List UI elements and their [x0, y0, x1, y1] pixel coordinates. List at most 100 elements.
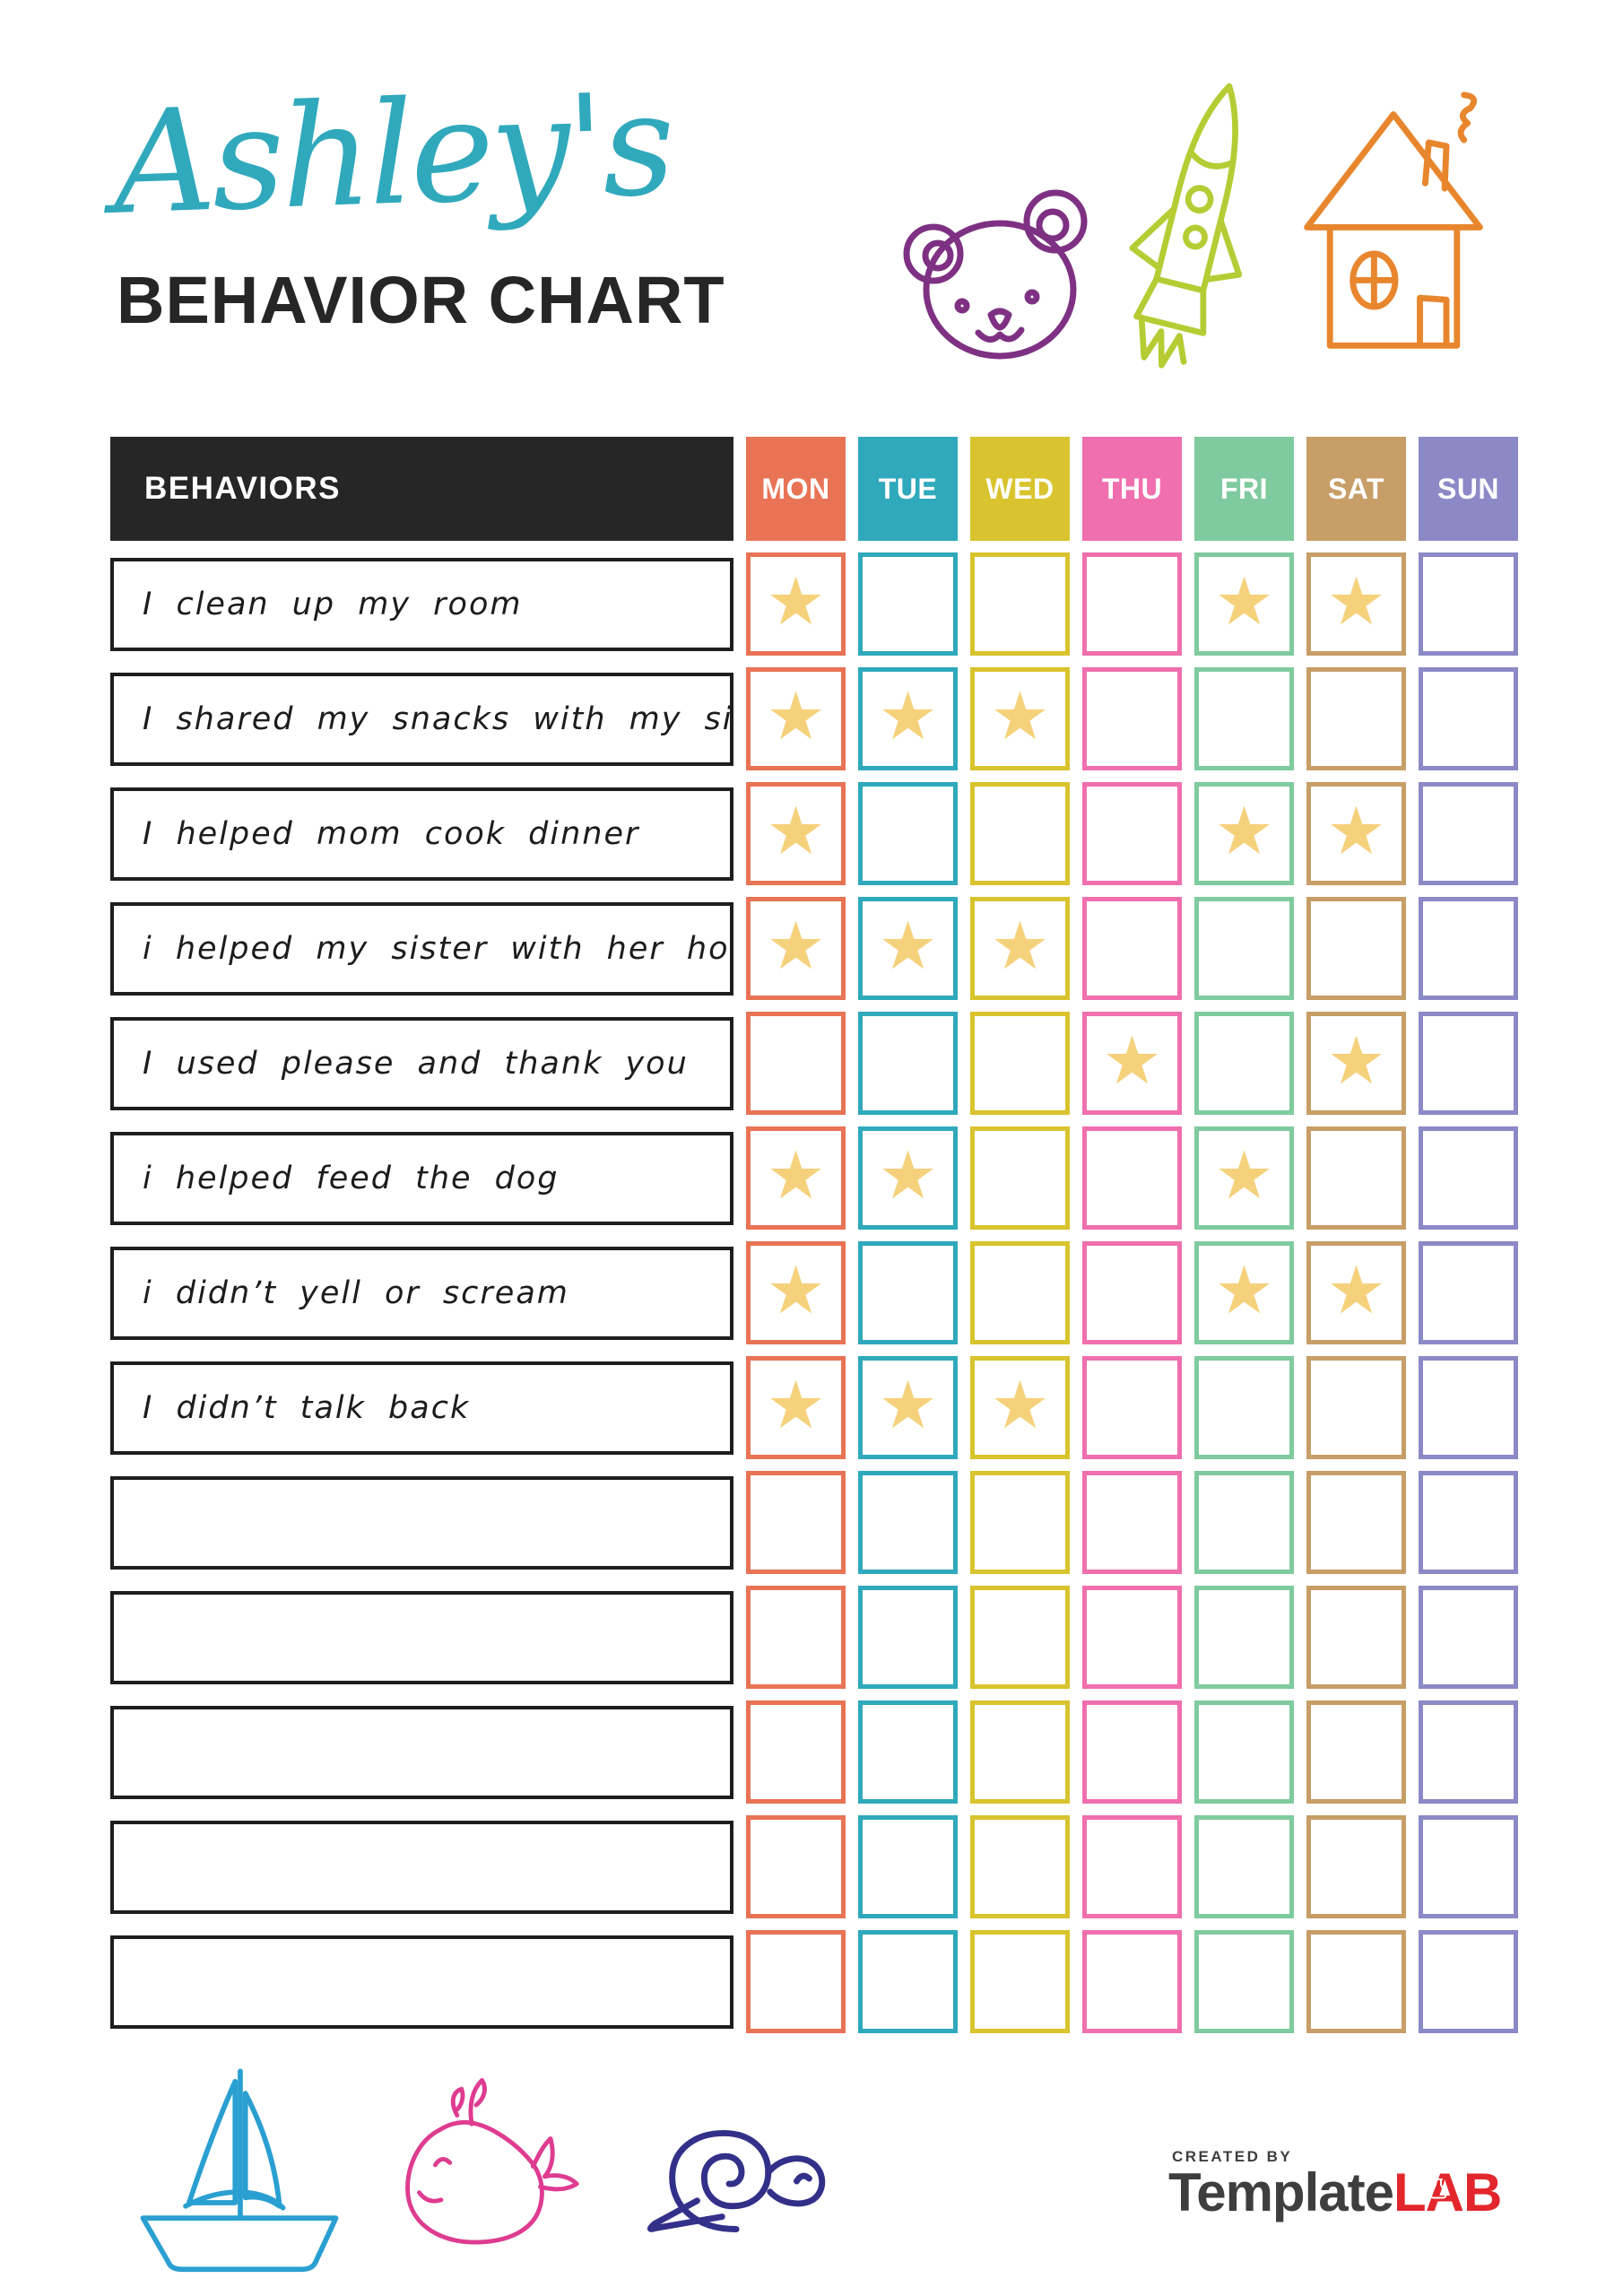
star-cell-sun-row7 [1419, 1241, 1518, 1344]
behavior-label: I shared my snacks with my sister [110, 673, 733, 766]
star-cell-sun-row8 [1419, 1356, 1518, 1459]
star-cell-mon-row3: ★ [746, 782, 846, 885]
star-cell-sat-row4 [1306, 897, 1406, 1000]
behavior-label [110, 1706, 733, 1799]
star-icon: ★ [766, 1137, 826, 1213]
rocket-doodle-icon [1129, 83, 1243, 369]
star-cell-sun-row5 [1419, 1012, 1518, 1115]
snail-doodle-icon [647, 2129, 826, 2232]
star-cell-sun-row4 [1419, 897, 1518, 1000]
star-cell-wed-row13 [970, 1930, 1070, 2033]
page-title: BEHAVIOR CHART [117, 263, 725, 337]
star-icon: ★ [1214, 1137, 1274, 1213]
star-cell-sun-row13 [1419, 1930, 1518, 2033]
star-cell-mon-row8: ★ [746, 1356, 846, 1459]
star-cell-fri-row9 [1194, 1471, 1294, 1574]
star-cell-fri-row11 [1194, 1700, 1294, 1804]
behavior-label: i helped my sister with her homework [110, 902, 733, 996]
star-icon: ★ [990, 678, 1050, 753]
star-cell-fri-row7: ★ [1194, 1241, 1294, 1344]
day-header-wed: WED [970, 437, 1070, 541]
star-cell-tue-row13 [858, 1930, 958, 2033]
child-name-title: Ashley's [109, 62, 674, 247]
behavior-label [110, 1591, 733, 1684]
star-cell-wed-row4: ★ [970, 897, 1070, 1000]
star-cell-tue-row2: ★ [858, 667, 958, 770]
star-cell-sun-row2 [1419, 667, 1518, 770]
star-cell-mon-row13 [746, 1930, 846, 2033]
star-cell-thu-row12 [1082, 1815, 1182, 1918]
star-cell-mon-row1: ★ [746, 552, 846, 656]
star-cell-sat-row5: ★ [1306, 1012, 1406, 1115]
star-cell-mon-row9 [746, 1471, 846, 1574]
behavior-label: I didn’t talk back [110, 1361, 733, 1455]
star-cell-wed-row1 [970, 552, 1070, 656]
day-header-sun: SUN [1419, 437, 1518, 541]
star-cell-mon-row4: ★ [746, 897, 846, 1000]
star-icon: ★ [766, 793, 826, 868]
star-cell-fri-row12 [1194, 1815, 1294, 1918]
star-icon: ★ [1214, 1252, 1274, 1327]
star-cell-tue-row10 [858, 1586, 958, 1689]
star-icon: ★ [1214, 563, 1274, 639]
star-cell-thu-row4 [1082, 897, 1182, 1000]
star-cell-fri-row10 [1194, 1586, 1294, 1689]
star-cell-mon-row6: ★ [746, 1126, 846, 1230]
star-icon: ★ [766, 563, 826, 639]
star-icon: ★ [990, 1367, 1050, 1442]
star-cell-mon-row10 [746, 1586, 846, 1689]
created-by-label: CREATED BY [1172, 2148, 1293, 2165]
star-cell-fri-row4 [1194, 897, 1294, 1000]
star-icon: ★ [1326, 1252, 1386, 1327]
star-cell-sat-row7: ★ [1306, 1241, 1406, 1344]
template-lab-logo: CREATED BY TemplateLAB [1168, 2148, 1502, 2222]
brand-template-text: Template [1168, 2162, 1394, 2222]
star-cell-mon-row11 [746, 1700, 846, 1804]
star-cell-thu-row6 [1082, 1126, 1182, 1230]
star-cell-thu-row5: ★ [1082, 1012, 1182, 1115]
star-cell-sat-row12 [1306, 1815, 1406, 1918]
star-icon: ★ [878, 1367, 938, 1442]
star-cell-tue-row7 [858, 1241, 958, 1344]
behaviors-column-header: BEHAVIORS [110, 437, 733, 541]
star-cell-thu-row2 [1082, 667, 1182, 770]
star-cell-thu-row1 [1082, 552, 1182, 656]
star-cell-sun-row9 [1419, 1471, 1518, 1574]
star-cell-thu-row3 [1082, 782, 1182, 885]
behavior-label: I clean up my room [110, 558, 733, 651]
star-cell-sat-row11 [1306, 1700, 1406, 1804]
star-cell-fri-row8 [1194, 1356, 1294, 1459]
star-cell-sun-row3 [1419, 782, 1518, 885]
star-cell-mon-row2: ★ [746, 667, 846, 770]
day-header-fri: FRI [1194, 437, 1294, 541]
star-cell-thu-row7 [1082, 1241, 1182, 1344]
star-cell-sun-row6 [1419, 1126, 1518, 1230]
star-cell-sun-row12 [1419, 1815, 1518, 1918]
star-cell-fri-row2 [1194, 667, 1294, 770]
behavior-label: I used please and thank you [110, 1017, 733, 1110]
star-cell-thu-row11 [1082, 1700, 1182, 1804]
star-cell-tue-row1 [858, 552, 958, 656]
star-cell-sat-row1: ★ [1306, 552, 1406, 656]
house-doodle-icon [1304, 91, 1483, 349]
star-cell-wed-row6 [970, 1126, 1070, 1230]
star-cell-mon-row12 [746, 1815, 846, 1918]
behavior-label [110, 1476, 733, 1570]
star-cell-thu-row10 [1082, 1586, 1182, 1689]
star-icon: ★ [1326, 563, 1386, 639]
star-cell-sun-row1 [1419, 552, 1518, 656]
behavior-label: i didn’t yell or scream [110, 1247, 733, 1340]
day-header-sat: SAT [1306, 437, 1406, 541]
star-cell-tue-row8: ★ [858, 1356, 958, 1459]
behavior-label [110, 1935, 733, 2029]
star-cell-wed-row12 [970, 1815, 1070, 1918]
star-icon: ★ [766, 678, 826, 753]
behavior-label: I helped mom cook dinner [110, 787, 733, 881]
star-cell-tue-row9 [858, 1471, 958, 1574]
star-cell-wed-row2: ★ [970, 667, 1070, 770]
day-header-thu: THU [1082, 437, 1182, 541]
star-cell-tue-row12 [858, 1815, 958, 1918]
sailboat-doodle-icon [140, 2068, 339, 2273]
bear-doodle-icon [903, 189, 1088, 360]
